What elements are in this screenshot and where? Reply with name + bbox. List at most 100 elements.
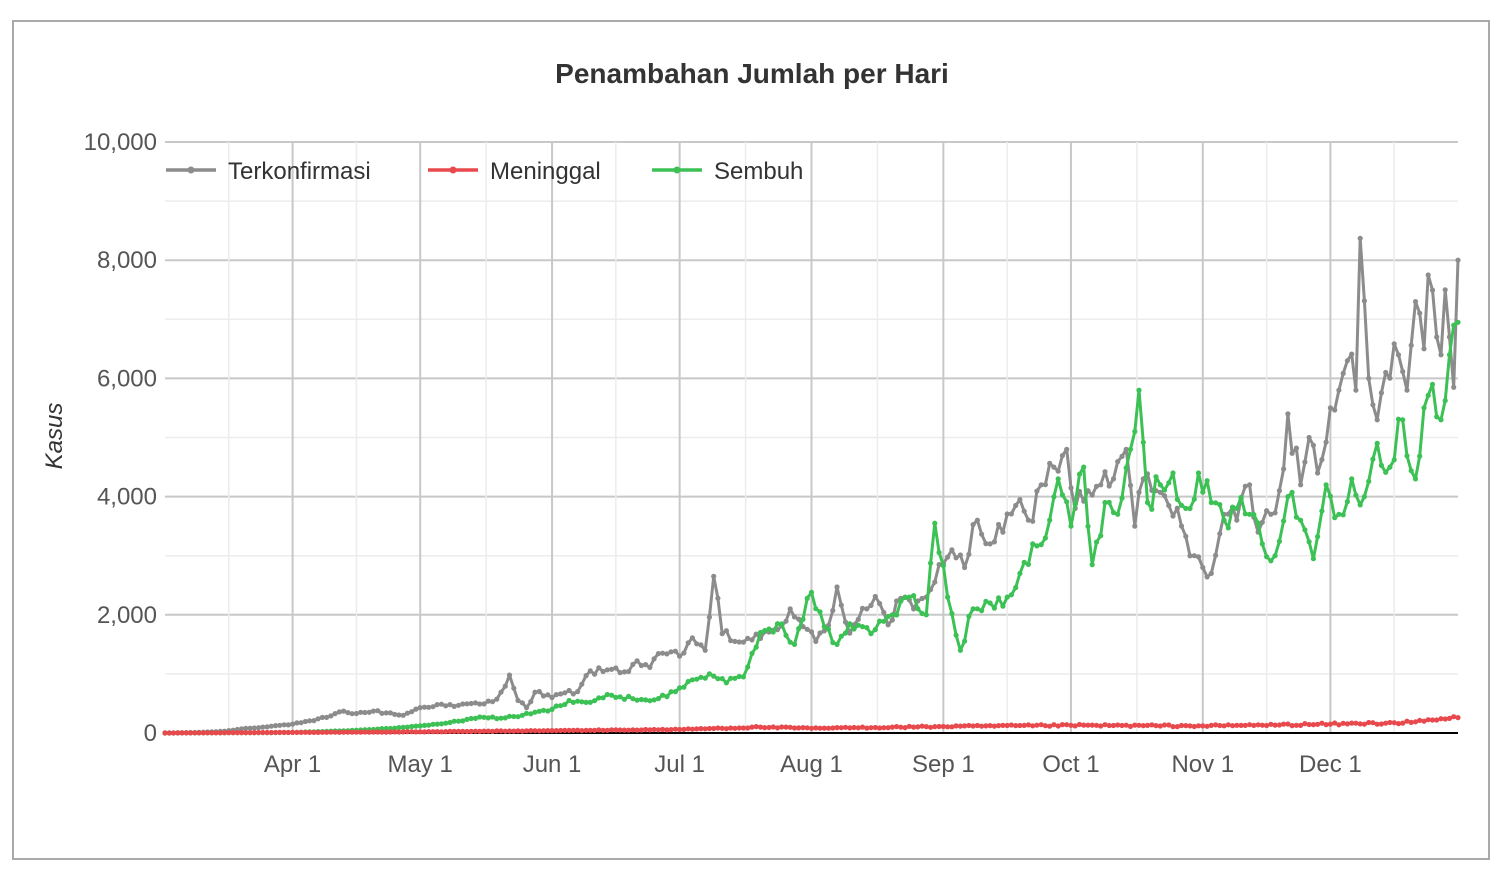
data-point bbox=[745, 635, 751, 642]
data-point bbox=[426, 722, 432, 728]
data-point bbox=[596, 695, 602, 701]
data-point bbox=[1161, 493, 1168, 499]
data-point bbox=[855, 725, 861, 731]
data-point bbox=[932, 724, 938, 730]
data-point bbox=[579, 699, 585, 705]
data-point bbox=[894, 724, 900, 730]
data-point bbox=[587, 668, 593, 674]
data-point bbox=[417, 723, 423, 729]
data-point bbox=[604, 727, 610, 733]
data-point bbox=[877, 725, 883, 731]
data-point bbox=[175, 730, 181, 736]
data-point bbox=[936, 723, 942, 730]
legend-item-sembuh[interactable]: Sembuh bbox=[652, 158, 803, 185]
data-point bbox=[855, 616, 861, 623]
data-point bbox=[1268, 511, 1274, 517]
data-point bbox=[1276, 538, 1282, 544]
data-point bbox=[979, 723, 985, 729]
data-point bbox=[353, 729, 359, 735]
data-point bbox=[192, 730, 198, 736]
data-point bbox=[928, 724, 934, 730]
data-point bbox=[621, 669, 628, 675]
data-point bbox=[1383, 369, 1389, 376]
data-point bbox=[1051, 494, 1057, 500]
legend-label: Meninggal bbox=[490, 158, 601, 185]
data-point bbox=[660, 692, 666, 698]
data-point bbox=[915, 724, 921, 730]
data-point bbox=[745, 725, 751, 731]
data-point bbox=[685, 678, 691, 685]
data-point bbox=[706, 614, 713, 620]
data-point bbox=[804, 725, 810, 731]
data-point bbox=[1166, 722, 1172, 728]
data-point bbox=[1076, 471, 1083, 477]
data-point bbox=[838, 633, 844, 639]
data-point bbox=[630, 661, 636, 668]
data-point bbox=[1047, 723, 1053, 729]
data-point bbox=[1247, 482, 1253, 488]
data-point bbox=[1093, 483, 1100, 489]
data-point bbox=[1442, 716, 1448, 722]
data-point bbox=[1344, 499, 1350, 505]
data-point bbox=[404, 724, 410, 730]
data-point bbox=[1281, 518, 1287, 524]
data-point bbox=[1170, 513, 1176, 519]
data-point bbox=[239, 726, 245, 732]
data-point bbox=[885, 725, 891, 731]
data-point bbox=[911, 593, 917, 599]
data-point bbox=[489, 714, 496, 720]
data-point bbox=[694, 726, 700, 732]
data-point bbox=[949, 547, 955, 553]
x-tick-label: Sep 1 bbox=[912, 751, 975, 778]
data-point bbox=[234, 730, 240, 736]
data-point bbox=[660, 726, 666, 733]
data-point bbox=[1059, 453, 1065, 459]
data-point bbox=[1446, 715, 1453, 722]
data-point bbox=[579, 681, 585, 687]
data-point bbox=[540, 707, 547, 713]
legend-item-meninggal[interactable]: Meninggal bbox=[428, 158, 601, 185]
data-point bbox=[519, 700, 525, 706]
data-point bbox=[626, 727, 632, 733]
data-point bbox=[613, 694, 619, 701]
data-point bbox=[1353, 492, 1359, 498]
x-tick-label: Oct 1 bbox=[1042, 751, 1099, 778]
data-point bbox=[162, 730, 168, 736]
data-point bbox=[217, 730, 223, 736]
data-point bbox=[677, 653, 683, 659]
data-point bbox=[762, 725, 768, 731]
data-point bbox=[974, 606, 981, 612]
data-point bbox=[1132, 722, 1138, 728]
legend[interactable]: Terkonfirmasi Meninggal Sembuh bbox=[166, 158, 803, 185]
data-point bbox=[336, 729, 342, 735]
data-point bbox=[1268, 558, 1274, 564]
legend-item-terkonfirmasi[interactable]: Terkonfirmasi bbox=[166, 158, 371, 185]
data-point bbox=[757, 629, 764, 636]
data-point bbox=[817, 725, 823, 731]
data-point bbox=[1042, 723, 1048, 729]
data-point bbox=[1008, 511, 1015, 517]
data-point bbox=[273, 723, 279, 729]
data-point bbox=[1055, 468, 1061, 474]
data-point bbox=[609, 727, 615, 733]
data-point bbox=[685, 640, 691, 646]
data-point bbox=[783, 632, 789, 638]
data-point bbox=[1438, 417, 1444, 423]
data-point bbox=[1149, 506, 1155, 512]
data-point bbox=[630, 696, 636, 702]
data-point bbox=[1298, 482, 1304, 488]
data-point bbox=[451, 728, 457, 735]
data-point bbox=[221, 730, 228, 736]
data-point bbox=[464, 701, 470, 707]
data-point bbox=[1315, 470, 1321, 476]
data-point bbox=[979, 531, 985, 537]
data-point bbox=[1310, 556, 1316, 562]
data-point bbox=[617, 727, 623, 733]
x-tick-label: Apr 1 bbox=[264, 751, 321, 778]
data-point bbox=[1072, 723, 1078, 729]
data-point bbox=[1332, 515, 1338, 521]
data-point bbox=[1166, 502, 1172, 509]
data-point bbox=[1047, 517, 1053, 523]
data-point bbox=[1349, 720, 1355, 726]
data-point bbox=[1195, 723, 1202, 729]
